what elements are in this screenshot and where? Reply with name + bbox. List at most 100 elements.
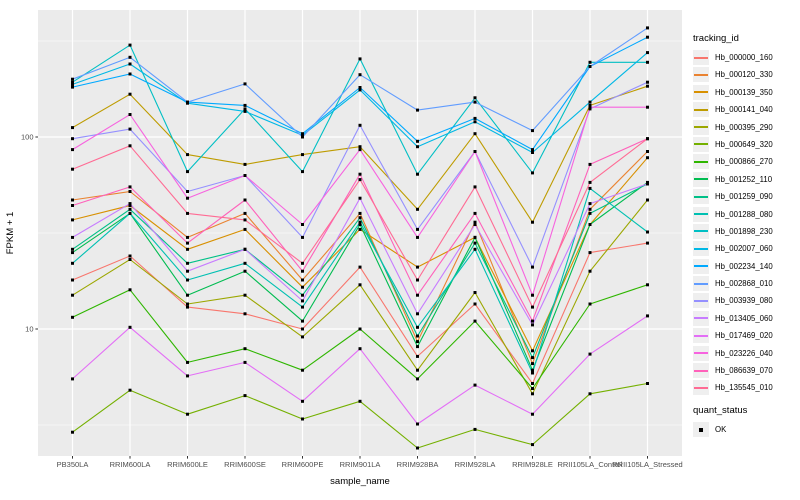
- data-point: [301, 133, 304, 137]
- data-point: [186, 153, 189, 157]
- data-point: [358, 148, 362, 152]
- data-point: [646, 105, 649, 109]
- data-point: [588, 251, 592, 255]
- data-point: [416, 345, 419, 349]
- data-point: [473, 220, 477, 224]
- data-point: [646, 182, 649, 186]
- data-point: [588, 60, 592, 64]
- legend-key: [693, 67, 709, 83]
- data-point: [358, 223, 362, 226]
- data-point: [243, 107, 247, 111]
- data-point: [531, 220, 534, 224]
- legend-entry-label: Hb_003939_080: [715, 296, 773, 306]
- data-point: [416, 235, 419, 239]
- data-point: [531, 356, 534, 360]
- legend-key: [693, 119, 709, 135]
- data-point: [186, 412, 189, 416]
- data-point: [646, 26, 649, 30]
- data-point: [416, 368, 419, 372]
- data-point: [71, 198, 74, 202]
- data-point: [301, 417, 304, 421]
- data-point: [531, 293, 534, 297]
- data-point: [473, 241, 477, 245]
- data-point: [416, 340, 419, 344]
- series-color-line-icon: [694, 265, 708, 268]
- data-point: [128, 92, 132, 96]
- data-point: [128, 211, 132, 215]
- data-point: [243, 293, 247, 297]
- legend-entry-label: Hb_001259_090: [715, 192, 773, 202]
- data-point: [128, 62, 132, 66]
- data-point: [473, 185, 477, 189]
- data-point: [473, 383, 477, 387]
- legend-entry-Hb_002007_060: Hb_002007_060: [693, 241, 799, 257]
- data-point: [358, 327, 362, 331]
- data-point: [646, 80, 649, 84]
- x-tick-label: RRII105LA_Stressed: [612, 460, 682, 469]
- data-point: [71, 377, 74, 381]
- data-point: [588, 392, 592, 396]
- data-point: [358, 73, 362, 77]
- data-point: [128, 144, 132, 148]
- data-point: [71, 293, 74, 297]
- data-point: [531, 323, 534, 327]
- data-point: [301, 132, 304, 136]
- data-point: [71, 278, 74, 282]
- data-point: [186, 196, 189, 200]
- data-point: [416, 278, 419, 282]
- data-point: [531, 151, 534, 154]
- data-point: [473, 247, 477, 251]
- data-point: [473, 302, 477, 306]
- data-point: [416, 334, 419, 338]
- data-point: [243, 109, 247, 113]
- square-marker-icon: [699, 427, 703, 432]
- legend-entry-Hb_002868_010: Hb_002868_010: [693, 276, 799, 292]
- data-point: [243, 103, 247, 107]
- data-point: [128, 127, 132, 131]
- legend-entry-Hb_000141_040: Hb_000141_040: [693, 102, 799, 118]
- legend-quant-status-block: quant_status OK: [693, 405, 799, 438]
- data-point: [588, 65, 592, 68]
- series-color-line-icon: [694, 352, 708, 355]
- data-point: [358, 196, 362, 200]
- data-point: [416, 354, 419, 358]
- legend-title-quant-status: quant_status: [693, 405, 748, 417]
- data-point: [358, 283, 362, 287]
- data-point: [186, 269, 189, 273]
- data-point: [186, 241, 189, 245]
- legend-key: [693, 189, 709, 205]
- data-point: [531, 362, 534, 366]
- data-point: [473, 96, 477, 100]
- data-point: [416, 325, 419, 329]
- data-point-markers: [71, 26, 649, 450]
- data-point: [301, 223, 304, 226]
- data-point: [588, 269, 592, 273]
- data-point: [531, 349, 534, 353]
- x-tick-label: RRIM600LE: [167, 460, 208, 469]
- legend-entry-label: OK: [715, 425, 727, 435]
- legend-entry-label: Hb_000000_160: [715, 53, 773, 62]
- data-point: [416, 265, 419, 269]
- data-point: [71, 167, 74, 171]
- data-point: [473, 291, 477, 294]
- data-point: [243, 218, 247, 222]
- x-tick-label: RRIM600SE: [224, 460, 266, 469]
- data-point: [416, 312, 419, 316]
- legend-entry-Hb_000395_290: Hb_000395_290: [693, 119, 799, 135]
- series-color-line-icon: [694, 160, 708, 163]
- data-point: [588, 202, 592, 206]
- legend-key: [693, 363, 709, 379]
- series-color-line-icon: [694, 56, 708, 59]
- data-point: [358, 88, 362, 92]
- x-tick-label: RRII105LA_Control: [557, 460, 622, 469]
- legend-key: [693, 50, 709, 65]
- data-point: [71, 251, 74, 255]
- data-point: [588, 207, 592, 211]
- data-point: [301, 153, 304, 157]
- data-point: [186, 247, 189, 251]
- data-point: [243, 269, 247, 273]
- data-point: [186, 170, 189, 174]
- legend-key: [693, 328, 709, 344]
- legend-key: [693, 258, 709, 274]
